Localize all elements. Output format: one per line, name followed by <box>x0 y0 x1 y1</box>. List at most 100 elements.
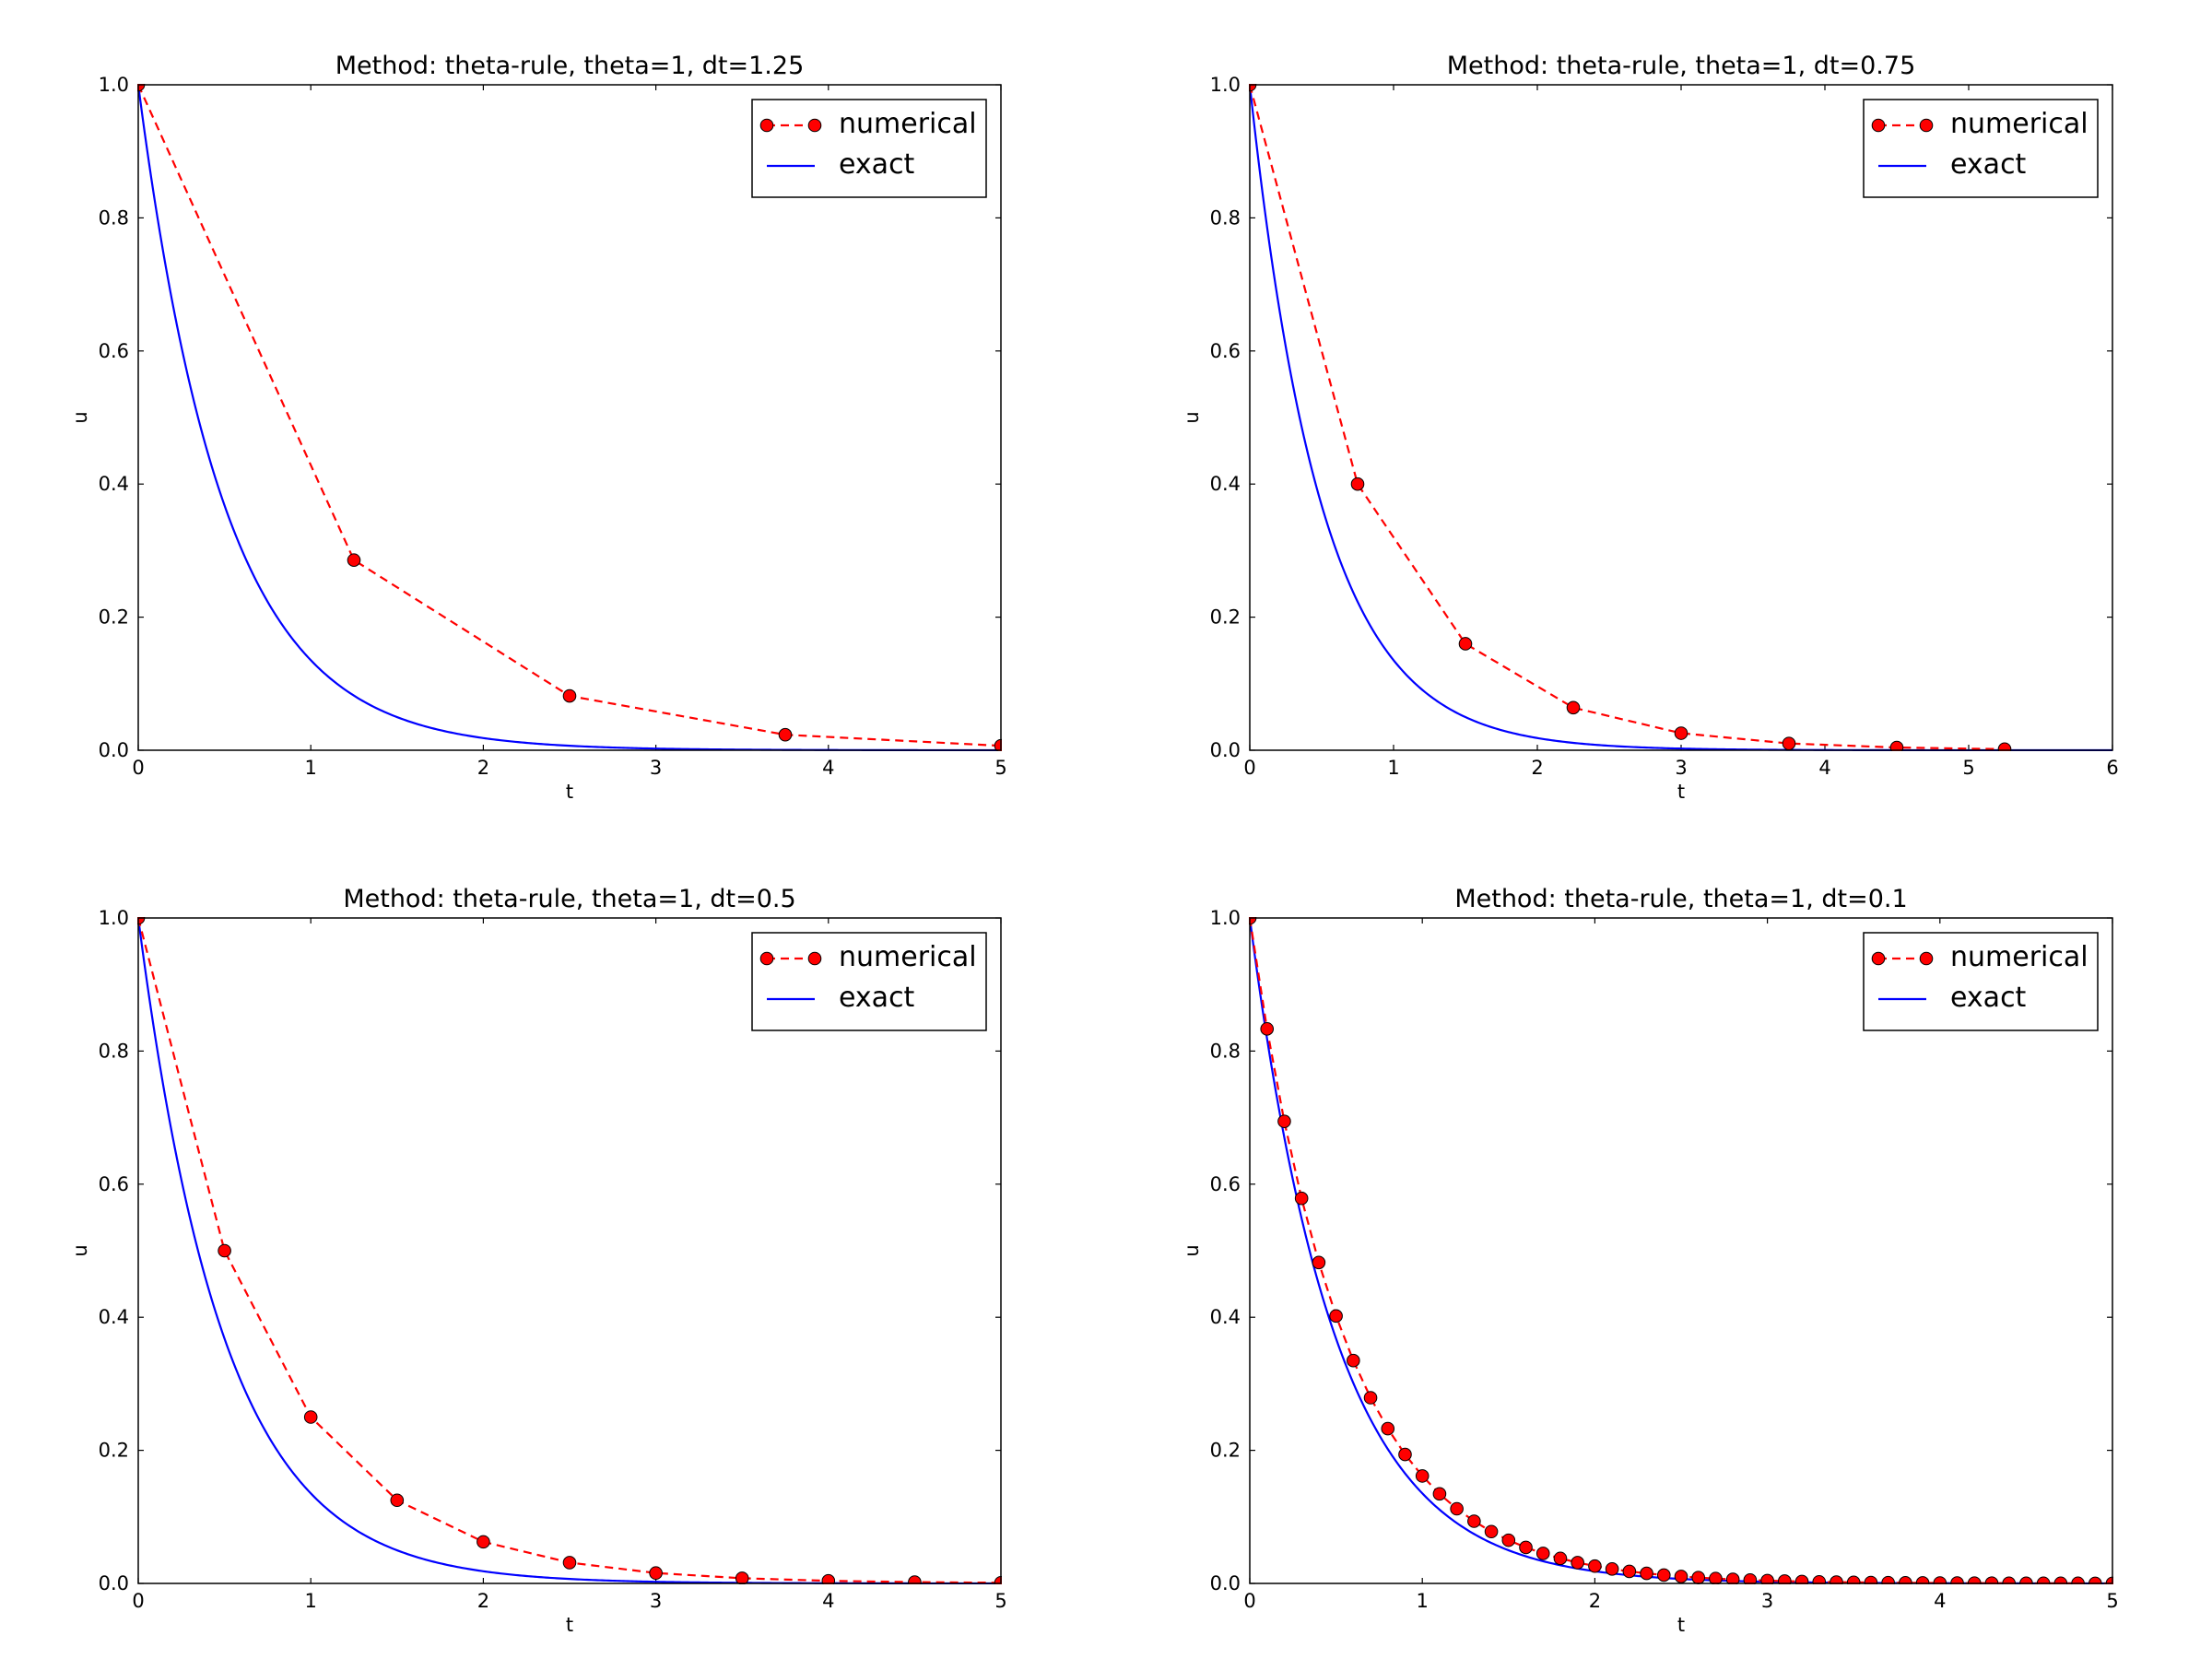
data-point-numerical <box>1743 1573 1758 1584</box>
x-tick-label: 3 <box>1761 1590 1773 1612</box>
legend-marker-numerical <box>759 951 774 966</box>
legend-box <box>751 99 987 198</box>
legend-marker-numerical <box>807 118 822 133</box>
x-tick-label: 0 <box>1243 1590 1255 1612</box>
legend-label: numerical <box>1950 108 2088 140</box>
x-tick-label: 1 <box>1417 1590 1429 1612</box>
data-point-numerical <box>218 1243 231 1258</box>
legend-label: numerical <box>1950 941 2088 973</box>
data-point-numerical <box>1674 1570 1688 1583</box>
data-point-numerical <box>1260 1022 1275 1036</box>
y-tick-label: 0.0 <box>1210 739 1241 761</box>
data-point-numerical <box>1588 1559 1602 1573</box>
axes-frame <box>1249 84 2113 751</box>
y-tick-label: 0.0 <box>99 739 129 761</box>
data-point-numerical <box>1812 1574 1827 1584</box>
data-point-numerical <box>562 688 577 703</box>
y-tick-label: 1.0 <box>99 907 129 929</box>
data-point-numerical <box>562 1556 577 1570</box>
x-tick-label: 0 <box>1243 757 1255 779</box>
y-tick-label: 0.4 <box>99 473 129 495</box>
legend-label: exact <box>1950 982 2027 1014</box>
legend-label: exact <box>1950 148 2027 181</box>
series-line-numerical <box>1249 84 2006 750</box>
data-point-numerical <box>1778 1574 1792 1584</box>
chart-title: Method: theta-rule, theta=1, dt=1.25 <box>335 52 805 80</box>
data-point-numerical <box>1535 1547 1550 1560</box>
data-point-numerical <box>821 1573 836 1584</box>
x-tick-label: 5 <box>994 757 1006 779</box>
x-tick-label: 4 <box>1934 1590 1946 1612</box>
x-tick-label: 3 <box>650 757 662 779</box>
legend: numerical exact <box>1863 99 2099 198</box>
y-tick-label: 0.8 <box>1210 1040 1241 1062</box>
x-tick-label: 4 <box>822 1590 834 1612</box>
data-point-numerical <box>1889 740 1904 751</box>
data-point-numerical <box>1450 1501 1464 1516</box>
data-point-numerical <box>1881 1575 1895 1584</box>
y-tick-label: 0.0 <box>99 1572 129 1594</box>
chart-title: Method: theta-rule, theta=1, dt=0.1 <box>1454 885 1907 913</box>
x-axis-label: t <box>1677 781 1685 803</box>
y-tick-label: 0.6 <box>99 340 129 362</box>
data-point-numerical <box>1622 1564 1637 1579</box>
data-point-numerical <box>735 1571 749 1584</box>
y-tick-label: 0.4 <box>99 1306 129 1328</box>
data-point-numerical <box>347 553 361 568</box>
data-point-numerical <box>1725 1572 1740 1584</box>
x-tick-label: 5 <box>2106 1590 2118 1612</box>
x-tick-label: 4 <box>1818 757 1830 779</box>
chart-title: Method: theta-rule, theta=1, dt=0.75 <box>1447 52 1916 80</box>
x-axis-label: t <box>566 1614 573 1636</box>
data-point-numerical <box>1640 1566 1653 1581</box>
legend-marker-numerical <box>1919 951 1934 966</box>
y-tick-label: 0.6 <box>1210 340 1241 362</box>
data-point-numerical <box>1519 1540 1533 1555</box>
legend-marker-numerical <box>1919 118 1934 133</box>
x-tick-label: 1 <box>1387 757 1399 779</box>
chart-panel-4: Method: theta-rule, theta=1, dt=0.1 0 1 2 3 4… <box>1181 885 2119 1636</box>
data-point-numerical <box>390 1493 405 1508</box>
legend-box <box>1863 99 2099 198</box>
data-point-numerical <box>778 727 793 742</box>
data-point-numerical <box>303 1410 318 1424</box>
y-tick-label: 0.2 <box>99 1440 129 1462</box>
x-tick-label: 1 <box>305 757 317 779</box>
data-point-numerical <box>1312 1255 1326 1270</box>
data-point-numerical <box>1329 1309 1343 1324</box>
x-axis-label: t <box>1677 1614 1685 1636</box>
data-point-numerical <box>1553 1551 1568 1566</box>
y-tick-label: 0.6 <box>99 1173 129 1195</box>
x-axis-label: t <box>566 781 573 803</box>
chart-panel-3: Method: theta-rule, theta=1, dt=0.5 0 1 2 3 4… <box>69 885 1007 1636</box>
x-tick-label: 2 <box>477 1590 489 1612</box>
data-point-numerical <box>1432 1487 1447 1501</box>
x-tick-label: 3 <box>650 1590 662 1612</box>
legend-box <box>1863 932 2099 1031</box>
data-point-numerical <box>1605 1562 1619 1576</box>
legend-marker-numerical <box>807 951 822 966</box>
data-point-numerical <box>1571 1556 1584 1570</box>
x-tick-label: 6 <box>2106 757 2118 779</box>
y-tick-label: 0.8 <box>1210 206 1241 229</box>
axes-frame <box>137 84 1002 751</box>
x-tick-label: 1 <box>305 1590 317 1612</box>
data-point-numerical <box>1830 1575 1843 1584</box>
data-point-numerical <box>1484 1524 1499 1539</box>
y-tick-label: 0.8 <box>99 206 129 229</box>
x-tick-label: 0 <box>132 757 144 779</box>
y-tick-label: 0.2 <box>1210 606 1241 629</box>
x-tick-label: 5 <box>1962 757 1974 779</box>
x-tick-label: 3 <box>1675 757 1687 779</box>
data-point-numerical <box>1398 1447 1412 1462</box>
y-tick-label: 0.6 <box>1210 1173 1241 1195</box>
y-axis-label: u <box>1181 411 1203 423</box>
legend-label: exact <box>839 982 915 1014</box>
data-point-numerical <box>1782 736 1796 750</box>
legend-marker-numerical <box>1871 951 1886 966</box>
chart-panel-1: Method: theta-rule, theta=1, dt=1.25 0 1 2 3… <box>69 52 1007 803</box>
data-point-numerical <box>1566 700 1581 715</box>
chart-title: Method: theta-rule, theta=1, dt=0.5 <box>343 885 795 913</box>
data-point-numerical <box>908 1575 922 1584</box>
